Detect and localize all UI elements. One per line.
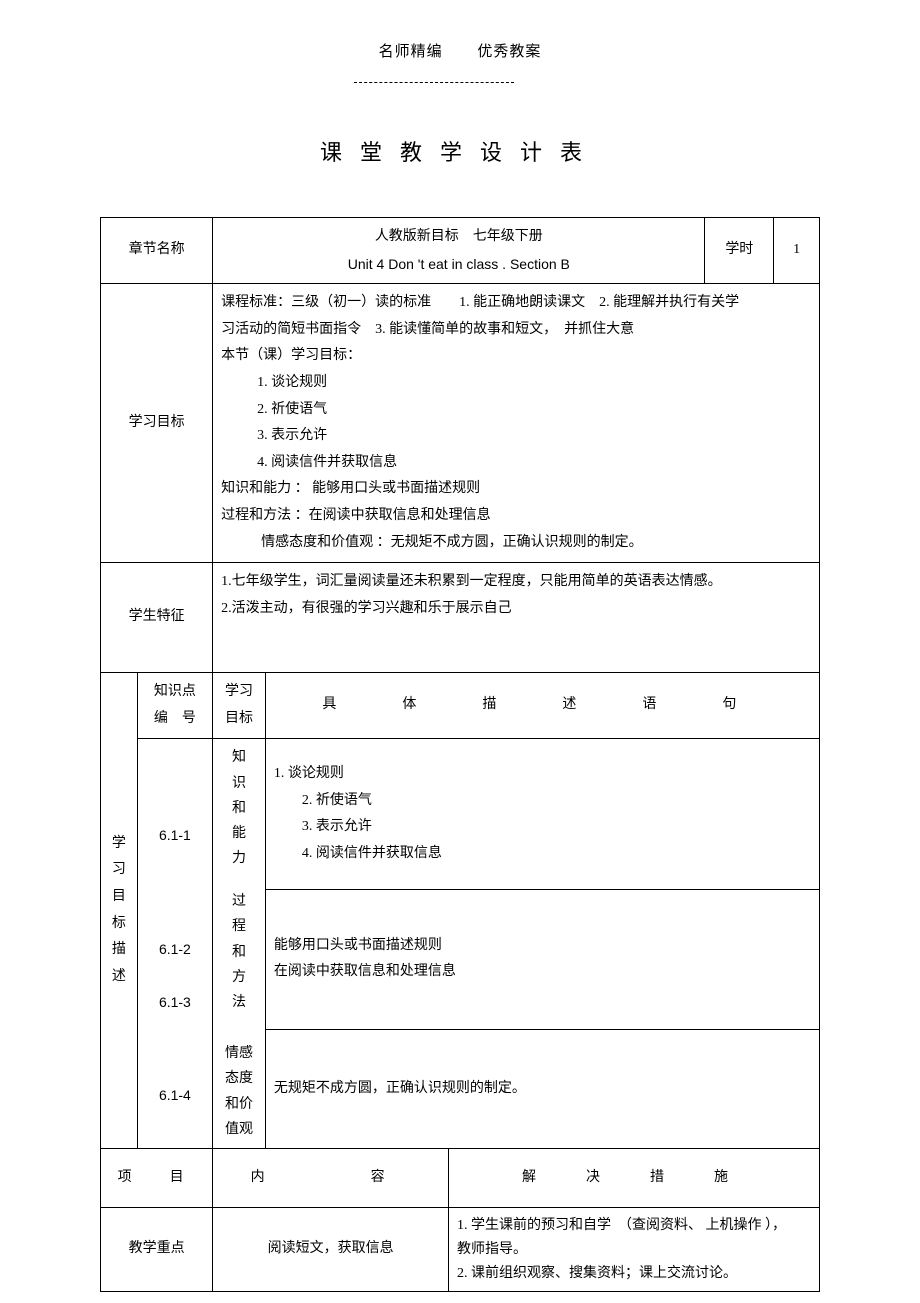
goal-l2: 习活动的简短书面指令 3. 能读懂简单的故事和短文， 并抓住大意 — [221, 317, 811, 344]
row-goal-desc-header: 学习目标描述 知识点编 号 学习目标 具 体 描 述 语 句 — [101, 673, 820, 739]
kp-id1: 6.1-1 — [146, 809, 205, 862]
row-chapter: 章节名称 人教版新目标 七年级下册 Unit 4 Don 't eat in c… — [101, 218, 820, 284]
student-l2: 2.活泼主动，有很强的学习兴趣和乐于展示自己 — [221, 596, 811, 623]
design-table: 章节名称 人教版新目标 七年级下册 Unit 4 Don 't eat in c… — [100, 217, 820, 1292]
desc2-l2: 在阅读中获取信息和处理信息 — [274, 959, 811, 986]
header-underline-wrap — [0, 67, 920, 85]
row-ability: 6.1-1 6.1-2 6.1-3 6.1-4 知识和能力 过程和方法 情感态度… — [101, 739, 820, 890]
focus-m2: 教师指导。 — [457, 1238, 811, 1262]
kp-ids: 6.1-1 6.1-2 6.1-3 6.1-4 — [137, 739, 213, 1149]
target-col: 知识和能力 过程和方法 情感态度和价值观 — [213, 739, 266, 1149]
focus-label: 教学重点 — [101, 1207, 213, 1291]
project-c3: 解 决 措 施 — [449, 1148, 820, 1207]
goal-l9: 过程和方法 ：在阅读中获取信息和处理信息 — [221, 503, 811, 530]
goal-l6: 3. 表示允许 — [221, 423, 811, 450]
desc2-l1: 能够用口头或书面描述规则 — [274, 933, 811, 960]
desc1-l4: 4. 阅读信件并获取信息 — [274, 841, 811, 868]
chapter-content: 人教版新目标 七年级下册 Unit 4 Don 't eat in class … — [213, 218, 705, 284]
hours-value: 1 — [774, 218, 820, 284]
chapter-line1: 人教版新目标 七年级下册 — [221, 224, 696, 251]
project-c1: 项 目 — [101, 1148, 213, 1207]
desc1-l2: 2. 祈使语气 — [274, 788, 811, 815]
student-content: 1.七年级学生，词汇量阅读量还未积累到一定程度，只能用简单的英语表达情感。 2.… — [213, 563, 820, 673]
focus-content: 阅读短文，获取信息 — [213, 1207, 449, 1291]
header-underline — [354, 82, 514, 83]
focus-m3: 2. 课前组织观察、搜集资料；课上交流讨论。 — [457, 1262, 811, 1286]
target-header: 学习目标 — [213, 673, 266, 739]
header-right: 优秀教案 — [477, 40, 541, 61]
chapter-line2: Unit 4 Don 't eat in class . Section B — [221, 251, 696, 278]
target1: 知识和能力 — [221, 745, 257, 871]
student-l1: 1.七年级学生，词汇量阅读量还未积累到一定程度，只能用简单的英语表达情感。 — [221, 569, 811, 596]
goal-l4: 1. 谈论规则 — [221, 370, 811, 397]
header-left: 名师精编 — [379, 40, 443, 61]
goal-l5: 2. 祈使语气 — [221, 397, 811, 424]
target3: 情感态度和价值观 — [221, 1041, 257, 1142]
goal-l7: 4. 阅读信件并获取信息 — [221, 450, 811, 477]
page: 名师精编 优秀教案 课堂教学设计表 章节名称 人教版新目标 七年级下册 Unit… — [0, 0, 920, 1292]
target2: 过程和方法 — [221, 889, 257, 1015]
focus-measures: 1. 学生课前的预习和自学 （查阅资料、 上机操作 ）， 教师指导。 2. 课前… — [449, 1207, 820, 1291]
kp-id3: 6.1-3 — [146, 976, 205, 1029]
desc2: 能够用口头或书面描述规则 在阅读中获取信息和处理信息 — [265, 889, 819, 1029]
project-c2: 内 容 — [213, 1148, 449, 1207]
desc1: 1. 谈论规则 2. 祈使语气 3. 表示允许 4. 阅读信件并获取信息 — [265, 739, 819, 890]
goal-label: 学习目标 — [101, 284, 213, 563]
chapter-label: 章节名称 — [101, 218, 213, 284]
row-student: 学生特征 1.七年级学生，词汇量阅读量还未积累到一定程度，只能用简单的英语表达情… — [101, 563, 820, 673]
kp-header: 知识点编 号 — [137, 673, 213, 739]
goal-desc-vertical-label: 学习目标描述 — [101, 673, 138, 1149]
goal-l1: 课程标准：三级（初一）读的标准 1. 能正确地朗读课文 2. 能理解并执行有关学 — [221, 290, 811, 317]
row-project-header: 项 目 内 容 解 决 措 施 — [101, 1148, 820, 1207]
desc3: 无规矩不成方圆，正确认识规则的制定。 — [265, 1029, 819, 1148]
focus-m1: 1. 学生课前的预习和自学 （查阅资料、 上机操作 ）， — [457, 1214, 811, 1238]
page-header: 名师精编 优秀教案 — [0, 40, 920, 61]
desc1-l1: 1. 谈论规则 — [274, 761, 811, 788]
desc1-l3: 3. 表示允许 — [274, 814, 811, 841]
kp-id4: 6.1-4 — [146, 1069, 205, 1122]
desc-header: 具 体 描 述 语 句 — [265, 673, 819, 739]
document-title: 课堂教学设计表 — [0, 135, 920, 167]
student-label: 学生特征 — [101, 563, 213, 673]
hours-label: 学时 — [705, 218, 774, 284]
row-goal: 学习目标 课程标准：三级（初一）读的标准 1. 能正确地朗读课文 2. 能理解并… — [101, 284, 820, 563]
goal-content: 课程标准：三级（初一）读的标准 1. 能正确地朗读课文 2. 能理解并执行有关学… — [213, 284, 820, 563]
goal-l3: 本节（课）学习目标： — [221, 343, 811, 370]
goal-l10: 情感态度和价值观 ：无规矩不成方圆，正确认识规则的制定。 — [221, 530, 811, 557]
row-focus: 教学重点 阅读短文，获取信息 1. 学生课前的预习和自学 （查阅资料、 上机操作… — [101, 1207, 820, 1291]
kp-id2: 6.1-2 — [146, 923, 205, 976]
goal-l8: 知识和能力 ： 能够用口头或书面描述规则 — [221, 476, 811, 503]
